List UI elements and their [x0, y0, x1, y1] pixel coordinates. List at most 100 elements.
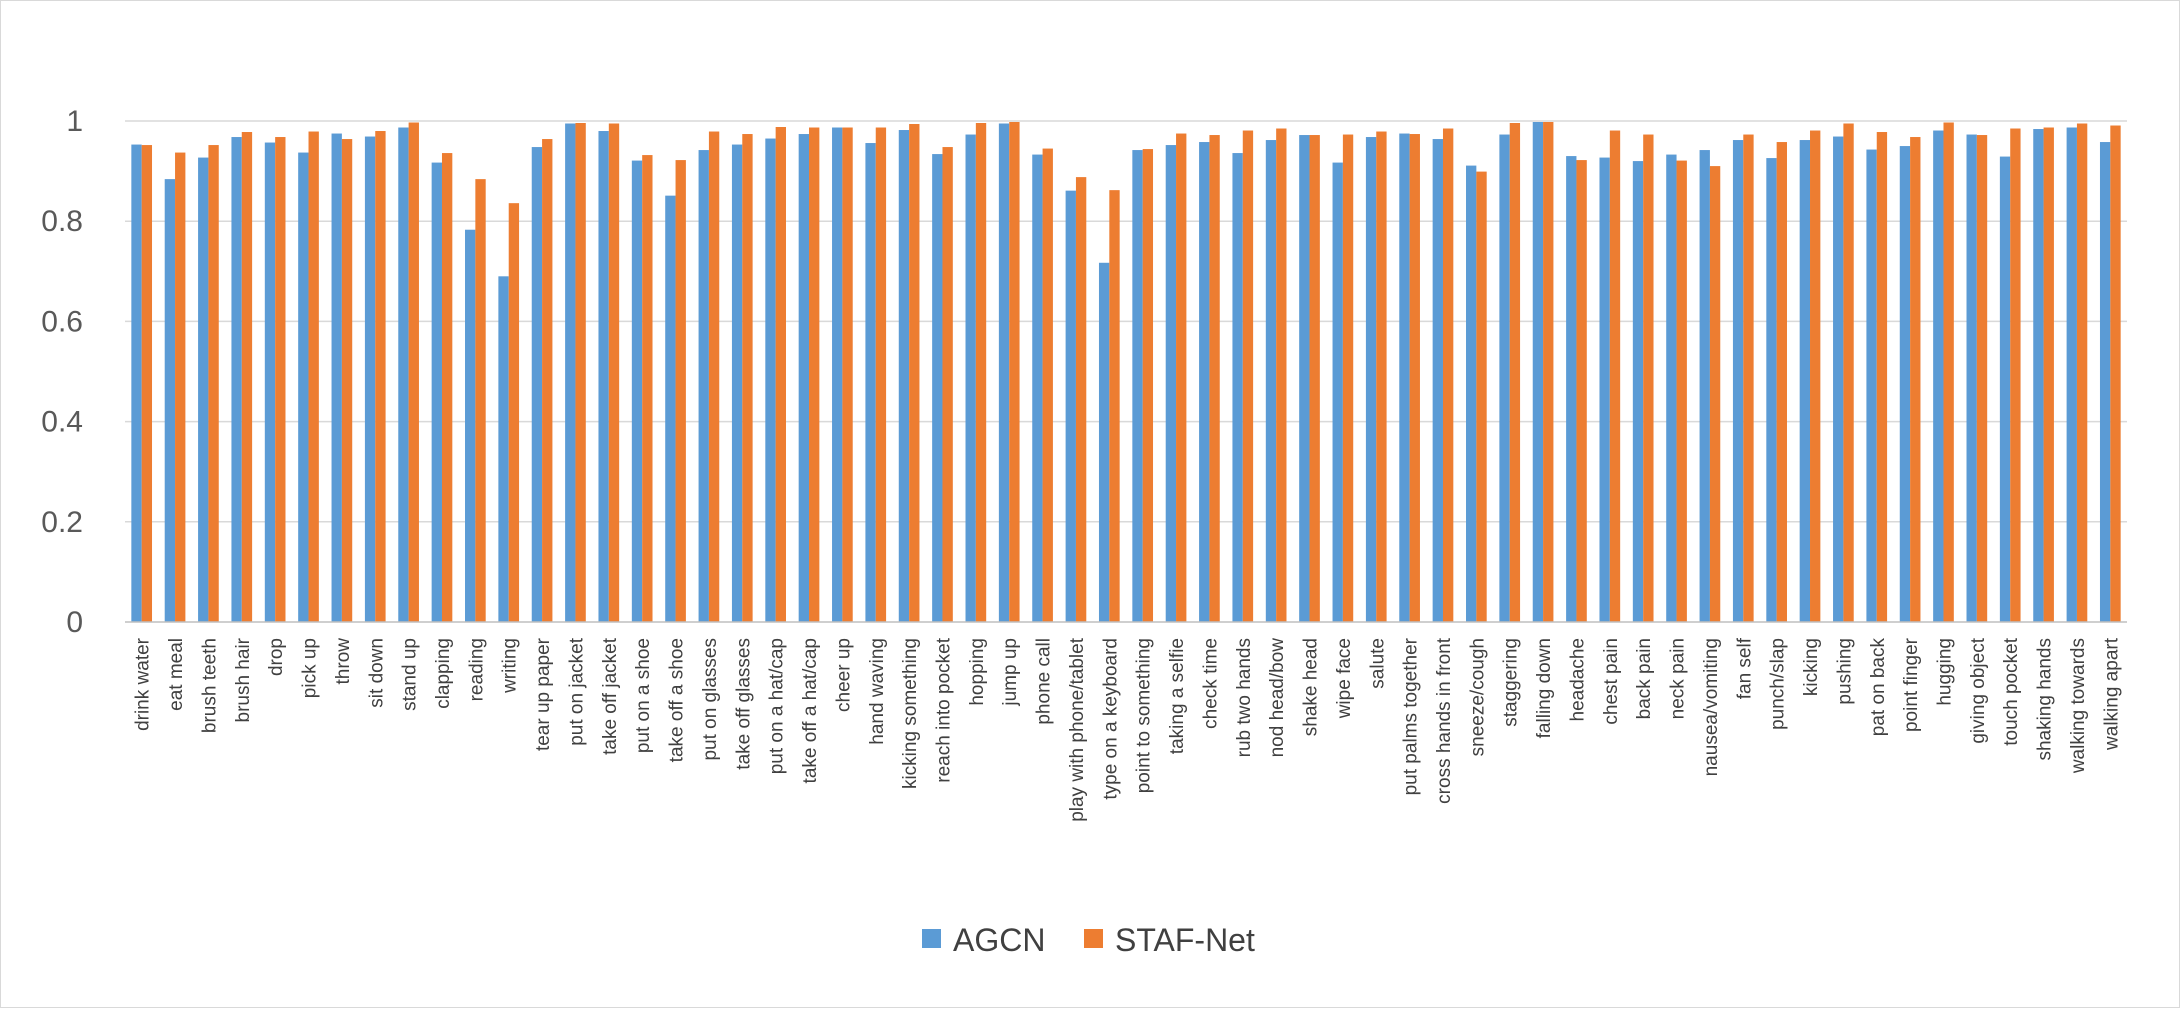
- bar-agcn: [965, 134, 976, 622]
- bar-staf-net: [1109, 190, 1120, 622]
- x-category-label: brush teeth: [199, 638, 220, 733]
- bar-staf-net: [675, 160, 686, 622]
- x-category-label: staggering: [1501, 638, 1522, 727]
- bar-agcn: [198, 157, 209, 622]
- bar-staf-net: [1242, 130, 1254, 622]
- bar-staf-net: [708, 131, 720, 622]
- bar-agcn: [331, 133, 342, 622]
- bar-agcn: [1866, 149, 1877, 622]
- bar-staf-net: [1042, 148, 1053, 622]
- bar-agcn: [398, 127, 409, 622]
- bar-staf-net: [241, 132, 253, 622]
- bar-staf-net: [508, 203, 520, 622]
- x-category-label: put on a shoe: [633, 638, 654, 753]
- bar-agcn: [1499, 134, 1510, 622]
- legend-label-agcn: AGCN: [953, 922, 1045, 958]
- bar-staf-net: [141, 145, 153, 623]
- bar-staf-net: [1910, 137, 1921, 622]
- bar-staf-net: [1743, 134, 1754, 622]
- bar-agcn: [364, 136, 376, 622]
- x-category-label: put on jacket: [566, 637, 587, 745]
- bar-agcn: [1032, 154, 1043, 622]
- x-category-label: taking a selfie: [1167, 638, 1188, 754]
- x-category-label: take off jacket: [600, 637, 621, 755]
- bar-staf-net: [1309, 135, 1320, 622]
- x-category-label: point to something: [1134, 638, 1155, 793]
- x-category-label: put on glasses: [700, 638, 721, 761]
- bar-staf-net: [1009, 122, 1020, 622]
- bar-agcn: [1933, 130, 1944, 622]
- bar-agcn: [1365, 137, 1377, 622]
- bar-agcn: [1799, 140, 1811, 623]
- bar-agcn: [1132, 150, 1143, 622]
- y-axis-tick-labels: 0 0.2 0.4 0.6 0.8 1: [41, 105, 83, 639]
- x-category-label: type on a keyboard: [1100, 638, 1121, 800]
- x-category-label: giving object: [1968, 637, 1989, 743]
- bar-staf-net: [1709, 166, 1721, 622]
- bar-staf-net: [1509, 123, 1521, 622]
- bar-staf-net: [1843, 123, 1854, 622]
- bar-staf-net: [1976, 135, 1988, 622]
- bar-staf-net: [1676, 160, 1687, 622]
- bar-staf-net: [341, 139, 353, 623]
- bar-agcn: [1566, 156, 1577, 622]
- gridlines: [125, 120, 2127, 523]
- x-category-label: eat meal: [166, 638, 187, 711]
- legend-swatch-agcn: [922, 929, 941, 948]
- bar-agcn: [1332, 162, 1343, 622]
- legend: AGCN STAF-Net: [922, 922, 1255, 958]
- bar-agcn: [1833, 136, 1844, 622]
- x-category-label: play with phone/tablet: [1067, 637, 1088, 822]
- x-category-label: check time: [1200, 638, 1221, 729]
- bar-staf-net: [1176, 133, 1187, 622]
- bar-staf-net: [1810, 130, 1821, 622]
- x-category-label: writing: [500, 638, 521, 694]
- y-tick-label: 0: [66, 606, 83, 639]
- x-category-label: kicking: [1801, 638, 1822, 696]
- x-category-label: drop: [266, 638, 287, 676]
- bar-staf-net: [775, 127, 786, 622]
- bar-staf-net: [275, 137, 286, 622]
- bar-staf-net: [1342, 134, 1354, 622]
- bar-agcn: [1899, 146, 1911, 623]
- bar-staf-net: [2010, 128, 2021, 622]
- bar-staf-net: [1609, 130, 1621, 622]
- bar-agcn: [798, 134, 810, 622]
- bar-agcn: [1399, 133, 1410, 622]
- bar-agcn: [531, 147, 543, 623]
- x-category-label: hopping: [967, 638, 988, 706]
- bar-agcn: [1966, 134, 1977, 622]
- x-category-label: sit down: [366, 638, 387, 708]
- x-category-label: brush hair: [233, 637, 254, 722]
- bar-agcn: [898, 130, 910, 622]
- bar-staf-net: [909, 124, 920, 622]
- x-category-label: put on a hat/cap: [767, 638, 788, 774]
- bar-agcn: [1766, 158, 1777, 622]
- bar-agcn: [1232, 153, 1243, 622]
- x-category-label: walking towards: [2068, 638, 2089, 774]
- bar-staf-net: [1576, 160, 1587, 622]
- bar-agcn: [631, 160, 643, 622]
- y-tick-label: 0.2: [41, 506, 83, 539]
- bar-staf-net: [1209, 135, 1220, 622]
- y-tick-label: 0.6: [41, 305, 83, 338]
- x-category-label: falling down: [1534, 638, 1555, 738]
- x-category-label: nausea/vomiting: [1701, 638, 1722, 776]
- bar-agcn: [2033, 129, 2044, 622]
- bar-staf-net: [875, 127, 887, 622]
- bar-staf-net: [1643, 134, 1654, 622]
- bar-staf-net: [942, 147, 953, 623]
- x-category-label: kicking something: [900, 638, 921, 789]
- x-category-label: reading: [466, 638, 487, 701]
- bar-staf-net: [1142, 149, 1154, 622]
- x-category-label: rub two hands: [1234, 638, 1255, 757]
- x-category-label: throw: [333, 638, 354, 685]
- x-category-label: stand up: [400, 638, 421, 711]
- bar-staf-net: [575, 123, 586, 622]
- x-category-label: hugging: [1934, 638, 1955, 706]
- x-category-label: wipe face: [1334, 638, 1355, 719]
- bar-staf-net: [175, 152, 186, 622]
- bar-agcn: [1098, 262, 1110, 622]
- bar-staf-net: [2043, 127, 2054, 622]
